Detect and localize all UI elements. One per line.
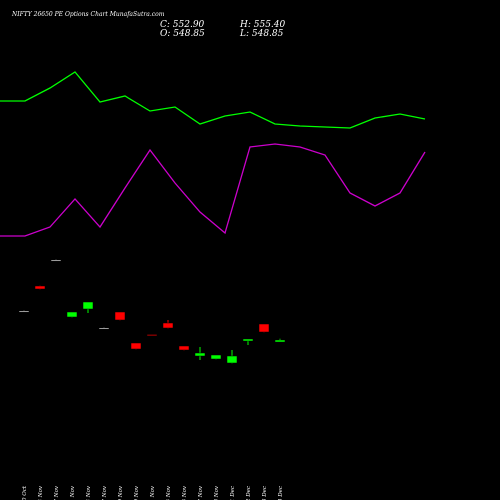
candle-body <box>178 345 190 351</box>
x-tick-label: 03 Dec <box>262 486 268 500</box>
candle-body <box>114 311 126 321</box>
x-tick-label: 25 Nov <box>166 485 172 500</box>
candle-body <box>242 338 254 342</box>
x-tick-label: 19 Nov <box>118 485 124 500</box>
candle-body <box>258 323 270 333</box>
x-tick-label: 02 Dec <box>246 486 252 500</box>
candle-body <box>274 339 286 343</box>
candle-body <box>146 334 158 336</box>
candle-body <box>194 352 206 357</box>
candle-body <box>226 355 238 364</box>
x-tick-label: 04 Dec <box>278 486 284 500</box>
x-tick-label: 04 Nov <box>38 485 44 500</box>
x-tick-label: 27 Nov <box>198 485 204 500</box>
candle-body <box>66 311 78 318</box>
info-low: L: 548.85 <box>239 29 284 39</box>
x-tick-label: 17 Nov <box>102 485 108 500</box>
indicator-line <box>0 143 426 237</box>
x-tick-label: 28 Nov <box>214 485 220 500</box>
indicator-line <box>0 71 426 129</box>
candle-body <box>82 301 94 310</box>
candle-body <box>18 310 30 313</box>
candle-body <box>210 354 222 360</box>
x-tick-label: 14 Nov <box>86 485 92 500</box>
x-tick-label: 30 Oct <box>22 485 28 500</box>
info-open: O: 548.85 <box>160 29 205 39</box>
candle-body <box>50 259 62 262</box>
x-tick-label: 26 Nov <box>182 485 188 500</box>
candle-body <box>34 285 46 290</box>
x-tick-label: 01 Dec <box>230 486 236 500</box>
x-tick-label: 21 Nov <box>150 485 156 500</box>
candle-body <box>98 327 110 330</box>
chart-title: NIFTY 26650 PE Options Chart MunafaSutra… <box>11 11 165 18</box>
info-high: H: 555.40 <box>239 20 286 30</box>
x-tick-label: 11 Nov <box>70 485 76 500</box>
info-close: C: 552.90 <box>160 20 205 30</box>
candle-body <box>162 322 174 329</box>
candle-body <box>130 342 142 350</box>
x-tick-label: 20 Nov <box>134 485 140 500</box>
x-tick-label: 07 Nov <box>54 485 60 500</box>
